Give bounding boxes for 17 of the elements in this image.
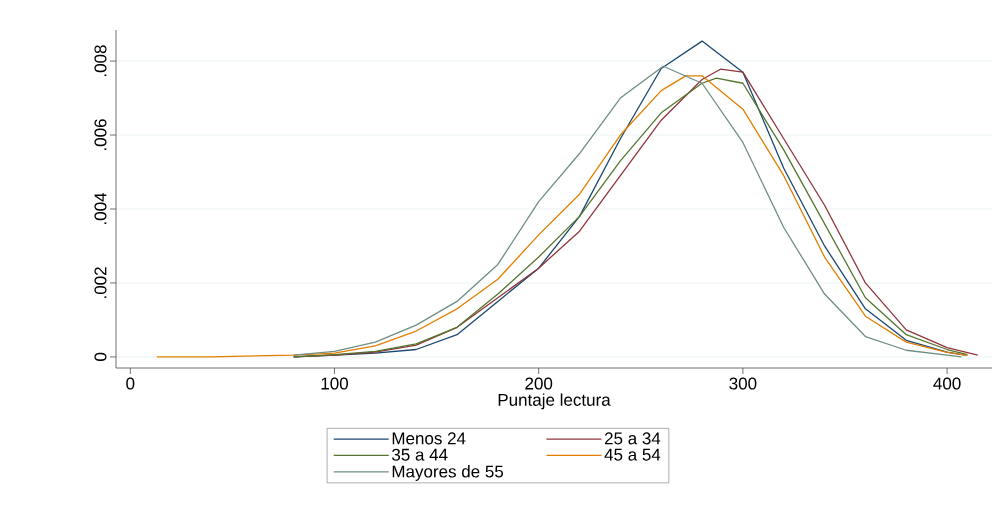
legend-label: Menos 24 [392, 432, 466, 445]
x-axis-title: Puntaje lectura [498, 393, 611, 410]
y-tick-label: 0 [94, 352, 107, 361]
legend-label: Mayores de 55 [392, 465, 504, 481]
line-series [156, 75, 969, 358]
y-tick-label: .002 [94, 267, 107, 298]
y-tick-label: .008 [94, 45, 107, 77]
x-tick-label: 100 [321, 377, 349, 390]
y-tick-label: .004 [94, 192, 107, 224]
x-tick-label: 400 [933, 377, 961, 390]
legend-label: 45 a 54 [604, 448, 661, 461]
legend-label: 25 a 34 [604, 432, 661, 445]
legend-label: 35 a 44 [392, 448, 448, 461]
y-tick-label: .006 [94, 119, 107, 151]
x-tick-label: 300 [729, 377, 757, 390]
x-tick-label: 0 [126, 377, 135, 390]
x-tick-label: 200 [525, 377, 553, 390]
